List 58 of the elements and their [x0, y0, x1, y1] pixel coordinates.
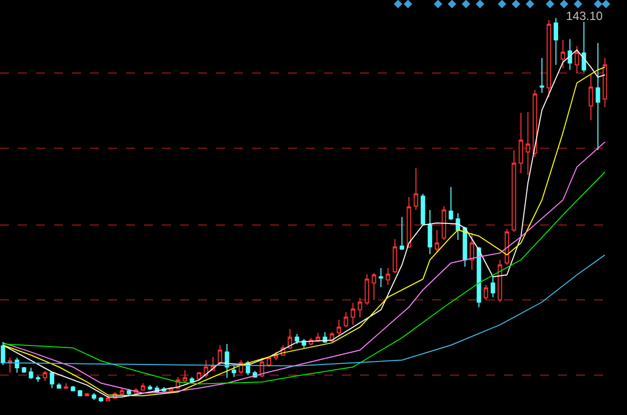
candlestick — [596, 42, 600, 151]
candlestick — [8, 357, 12, 374]
candlestick — [232, 364, 236, 378]
candlestick — [582, 21, 586, 73]
candlestick — [420, 193, 426, 226]
candlestick — [400, 216, 404, 250]
candlestick — [98, 396, 104, 402]
candlestick — [588, 74, 594, 121]
candlestick — [92, 392, 96, 401]
candlestick — [36, 375, 40, 382]
candlestick — [28, 367, 34, 380]
candlestick — [554, 18, 558, 66]
candlestick — [64, 382, 68, 390]
candlestick — [140, 382, 146, 392]
candlestick — [358, 297, 362, 318]
candlestick — [560, 39, 566, 68]
candlestick — [406, 196, 412, 248]
candlestick — [448, 186, 454, 220]
candlestick — [540, 57, 544, 94]
candlestick — [344, 312, 348, 328]
candlestick — [350, 302, 356, 326]
candlestick — [224, 343, 230, 378]
candlestick — [476, 246, 482, 308]
candlestick — [532, 89, 538, 158]
candlestick — [504, 228, 510, 266]
candlestick — [526, 112, 530, 176]
candlestick — [70, 385, 76, 392]
candlestick — [518, 112, 524, 174]
annotation: 143.10 — [566, 9, 604, 23]
candlestick — [372, 272, 376, 300]
candlestick — [428, 210, 432, 255]
candlestick — [386, 267, 390, 286]
candlestick — [470, 232, 474, 270]
candlestick — [512, 150, 516, 232]
candlestick — [568, 38, 572, 70]
candlestick — [218, 344, 222, 366]
candlestick — [414, 168, 418, 210]
candlestick — [288, 328, 292, 350]
candlestick — [42, 370, 48, 382]
candlestick — [336, 319, 342, 336]
candlestick — [574, 46, 580, 74]
candlestick — [316, 332, 320, 343]
candlestick — [182, 370, 188, 382]
candlestick — [498, 259, 502, 303]
candlestick — [490, 276, 496, 298]
candlestick — [434, 229, 440, 252]
candlestick — [392, 238, 398, 274]
candlestick — [546, 19, 552, 98]
candlestick — [462, 226, 468, 268]
candlestick — [106, 395, 110, 402]
candlestick — [602, 57, 607, 108]
candlestick — [294, 334, 300, 344]
candlestick — [442, 206, 446, 240]
candlestick — [456, 212, 460, 240]
candlestick — [378, 267, 384, 288]
candlestick — [148, 384, 152, 391]
candlestick — [364, 274, 370, 306]
candlestick — [484, 284, 488, 300]
